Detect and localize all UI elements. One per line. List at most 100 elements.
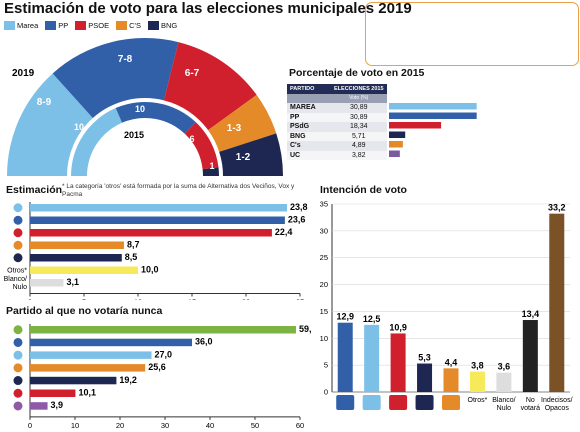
estimacion-chart: 0 5 10 15 20 25 23,8 23,6 22,4 8,7 8,510,0 Otros* 3,… — [4, 202, 308, 301]
intencion-chart: 0 5 10 15 20 25 30 35 12,9 12,5 10,9 5,3 4,4 3,8 Otros… — [320, 200, 573, 413]
legend-item-cs: C'S — [116, 21, 141, 30]
bar-value-label: 59,1 — [299, 324, 312, 334]
hemicycle-label-2015: 2015 — [124, 130, 144, 140]
bar — [30, 216, 285, 224]
y-tick-label: 0 — [324, 388, 328, 397]
hemicycle-2015-segment-bng — [202, 167, 219, 176]
bar-value-label: 36,0 — [195, 337, 213, 347]
y-tick-label: 25 — [320, 253, 328, 262]
pct-2015-title: Porcentaje de voto en 2015 — [289, 67, 425, 79]
bar — [30, 266, 138, 274]
bar-value-label: 3,9 — [51, 400, 64, 410]
bar-value-label: 5,3 — [418, 353, 431, 363]
hemicycle-2019-segment-pp — [52, 38, 179, 119]
bar — [30, 376, 117, 385]
category-label: Nulo — [497, 405, 512, 412]
bar — [30, 351, 152, 359]
bar — [390, 333, 406, 392]
bar-value-label: 8,7 — [127, 240, 140, 250]
category-label: Nulo — [13, 284, 28, 291]
pct-row: MAREA 30,89 — [287, 103, 387, 113]
x-tick-label: 40 — [206, 421, 214, 430]
bar — [549, 213, 565, 392]
legend-label-cs: C'S — [129, 21, 141, 30]
bar — [30, 204, 288, 212]
party-logo-icon — [12, 214, 24, 226]
intencion-title: Intención de voto — [320, 184, 407, 196]
bar-value-label: 23,6 — [288, 215, 306, 225]
hemicycle-2019-label: 6-7 — [185, 68, 200, 79]
estimacion-note: * La categoría 'otros' está formada por … — [62, 183, 295, 198]
party-logo-icon — [12, 400, 24, 412]
legend-label-psoe: PSOE — [88, 21, 110, 30]
legend-label-bng: BNG — [160, 21, 178, 30]
hemicycle-2019-label: 1-3 — [227, 123, 242, 134]
hemicycle-2019-segment-cs — [208, 94, 277, 152]
pct-col-party: PARTIDO — [290, 85, 315, 92]
party-logo-icon — [12, 336, 24, 348]
party-logo-icon — [12, 239, 24, 251]
party-logo-icon — [442, 395, 460, 410]
party-logo-icon — [12, 227, 24, 239]
bar-value-label: 19,2 — [119, 375, 137, 385]
x-tick-label: 15 — [188, 298, 196, 301]
hemicycle-label-2019: 2019 — [12, 68, 35, 79]
partido-title: Partido al que no votaría nunca — [6, 305, 163, 317]
pct-row-party: C's — [290, 142, 301, 150]
x-tick-label: 50 — [251, 421, 259, 430]
party-logo-icon — [12, 387, 24, 399]
party-logo-icon — [12, 324, 24, 336]
category-label: Indecisos/ — [541, 397, 573, 404]
bar-value-label: 8,5 — [125, 252, 138, 262]
y-tick-label: 10 — [320, 334, 328, 343]
bar — [496, 372, 512, 392]
blank-ad-box — [365, 2, 579, 66]
bar-value-label: 25,6 — [148, 362, 166, 372]
partido-chart: 0 10 20 30 40 50 60 59,1 36,0 27,0 25,6 19,2 10,1 3,9 — [12, 324, 312, 430]
bar — [30, 229, 272, 237]
party-logo-icon — [12, 252, 24, 264]
pct-bar — [389, 141, 403, 148]
party-logo-icon — [362, 395, 381, 410]
hemicycle-2015-label: 10 — [135, 104, 145, 114]
pct-row-value: 18,34 — [350, 123, 368, 131]
pct-row-value: 30,89 — [350, 113, 368, 121]
x-tick-label: 0 — [28, 421, 32, 430]
bar — [30, 279, 64, 287]
pct-row-party: UC — [290, 151, 301, 159]
category-label: Otros* — [7, 268, 27, 275]
legend: Marea PP PSOE C'S BNG — [4, 21, 177, 30]
party-logo-icon — [12, 375, 24, 387]
x-tick-label: 20 — [116, 421, 124, 430]
pct-row-value: 30,89 — [350, 104, 368, 112]
hemicycle-2019-segment-bng — [219, 133, 283, 176]
bar — [30, 389, 76, 397]
category-label: No — [526, 397, 535, 404]
bar-value-label: 12,9 — [336, 312, 354, 322]
legend-swatch-cs — [116, 21, 128, 30]
pct-2015-bars — [389, 103, 477, 157]
x-tick-label: 10 — [71, 421, 79, 430]
hemicycle-2015-segment-pp — [115, 101, 196, 134]
party-logo-icon — [12, 202, 24, 214]
legend-swatch-psoe — [75, 21, 87, 30]
x-tick-label: 10 — [134, 298, 142, 301]
hemicycle-2019-label: 8-9 — [37, 97, 52, 108]
bar-value-label: 10,9 — [389, 322, 407, 332]
party-logo-icon — [12, 349, 24, 361]
hemicycle-2015-label: 6 — [189, 134, 194, 144]
bar — [30, 326, 296, 334]
pct-row: BNG 5,71 — [287, 131, 387, 141]
y-tick-label: 30 — [320, 226, 328, 235]
legend-item-pp: PP — [45, 21, 68, 30]
x-tick-label: 0 — [28, 298, 32, 301]
bar — [417, 363, 433, 392]
bar-value-label: 33,2 — [548, 203, 566, 213]
party-logo-icon — [415, 395, 434, 410]
main-title: Estimación de voto para las elecciones m… — [4, 0, 412, 17]
x-tick-label: 20 — [242, 298, 250, 301]
pct-col-elections: ELECCIONES 2015 — [334, 85, 384, 92]
pct-row: PSdG 18,34 — [287, 122, 387, 132]
bar-value-label: 3,8 — [471, 361, 484, 371]
x-tick-label: 25 — [296, 298, 304, 301]
